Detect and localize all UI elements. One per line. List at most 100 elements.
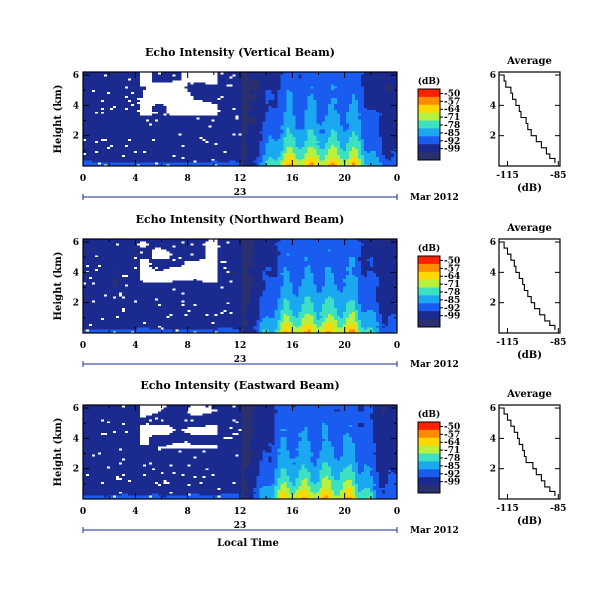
heatmap-cell [316, 124, 320, 128]
heatmap-cell [346, 117, 350, 120]
heatmap-cell [217, 99, 222, 102]
heatmap-cell [292, 79, 296, 83]
heatmap-cell [280, 160, 284, 163]
heatmap-cell [163, 162, 168, 165]
heatmap-cell [259, 105, 264, 108]
heatmap-cell [313, 101, 317, 104]
heatmap-cell [229, 162, 234, 165]
heatmap-cell [190, 73, 195, 77]
heatmap-cell [343, 99, 347, 102]
heatmap-cell [391, 87, 395, 91]
heatmap-cell [83, 85, 87, 89]
heatmap-cell [103, 146, 108, 149]
heatmap-cell [133, 152, 138, 155]
heatmap-cell [91, 136, 96, 140]
heatmap-cell [349, 124, 353, 128]
heatmap-cell [274, 115, 278, 118]
heatmap-cell [367, 103, 371, 106]
heatmap-cell [361, 91, 365, 95]
heatmap-cell [388, 120, 392, 124]
heatmap-cell [83, 81, 87, 85]
heatmap-cell [304, 103, 308, 106]
heatmap-cell [268, 105, 272, 108]
heatmap-cell [241, 111, 246, 114]
heatmap-cell [304, 113, 308, 116]
heatmap-cell [175, 160, 180, 163]
heatmap-cell [220, 132, 225, 136]
heatmap-cell [142, 97, 147, 101]
heatmap-cell [322, 142, 326, 146]
heatmap-cell [379, 158, 383, 161]
heatmap-cell [83, 117, 87, 120]
heatmap-cell [106, 105, 111, 108]
heatmap-cell [103, 150, 108, 153]
heatmap-cell [352, 138, 356, 142]
heatmap-cell [289, 144, 293, 148]
heatmap-cell [127, 132, 132, 136]
heatmap-cell [319, 144, 323, 148]
heatmap-cell [394, 164, 398, 167]
heatmap-cell [106, 95, 111, 99]
heatmap-cell [304, 119, 308, 122]
heatmap-cell [316, 156, 320, 159]
heatmap-cell [250, 119, 255, 122]
heatmap-cell [118, 154, 123, 157]
heatmap-cell [88, 132, 93, 136]
heatmap-cell [121, 87, 126, 91]
heatmap-cell [319, 117, 323, 120]
heatmap-cell [286, 119, 290, 122]
heatmap-cell [379, 87, 383, 91]
heatmap-cell [340, 146, 344, 149]
heatmap-cell [127, 73, 132, 77]
heatmap-cell [151, 134, 156, 138]
heatmap-cell [106, 111, 111, 114]
heatmap-cell [178, 124, 183, 128]
heatmap-cell [124, 158, 129, 161]
heatmap-cell [310, 158, 314, 161]
heatmap-cell [319, 83, 323, 87]
heatmap-cell [175, 72, 180, 75]
heatmap-cell [154, 73, 159, 77]
heatmap-cell [319, 77, 323, 81]
heatmap-cell [379, 79, 383, 83]
heatmap-cell [358, 103, 362, 106]
heatmap-cell [337, 119, 341, 122]
heatmap-cell [172, 162, 177, 165]
heatmap-cell [139, 81, 144, 85]
heatmap-cell [334, 91, 338, 95]
heatmap-cell [289, 142, 293, 146]
heatmap-cell [136, 126, 141, 130]
heatmap-cell [349, 93, 353, 97]
heatmap-cell [307, 111, 311, 114]
heatmap-cell [220, 130, 225, 134]
heatmap-cell [349, 89, 353, 93]
heatmap-cell [196, 101, 201, 104]
heatmap-cell [163, 158, 168, 161]
heatmap-cell [364, 140, 368, 144]
heatmap-cell [370, 140, 374, 144]
heatmap-cell [358, 73, 362, 77]
heatmap-cell [118, 124, 123, 128]
heatmap-cell [292, 105, 296, 108]
heatmap-cell [244, 124, 249, 128]
heatmap-cell [295, 128, 299, 132]
heatmap-cell [226, 77, 231, 81]
heatmap-cell [196, 79, 201, 83]
heatmap-cell [202, 144, 207, 148]
heatmap-cell [340, 97, 344, 101]
heatmap-cell [124, 85, 129, 89]
heatmap-cell [277, 79, 281, 83]
heatmap-cell [385, 142, 389, 146]
heatmap-cell [130, 97, 135, 101]
heatmap-cell [328, 93, 332, 97]
heatmap-cell [232, 154, 237, 157]
heatmap-cell [361, 134, 365, 138]
heatmap-cell [295, 95, 299, 99]
heatmap-cell [307, 99, 311, 102]
heatmap-cell [301, 164, 305, 167]
heatmap-cell [175, 103, 180, 106]
heatmap-cell [169, 142, 174, 146]
heatmap-cell [112, 97, 117, 101]
heatmap-cell [220, 103, 225, 106]
heatmap-cell [112, 101, 117, 104]
